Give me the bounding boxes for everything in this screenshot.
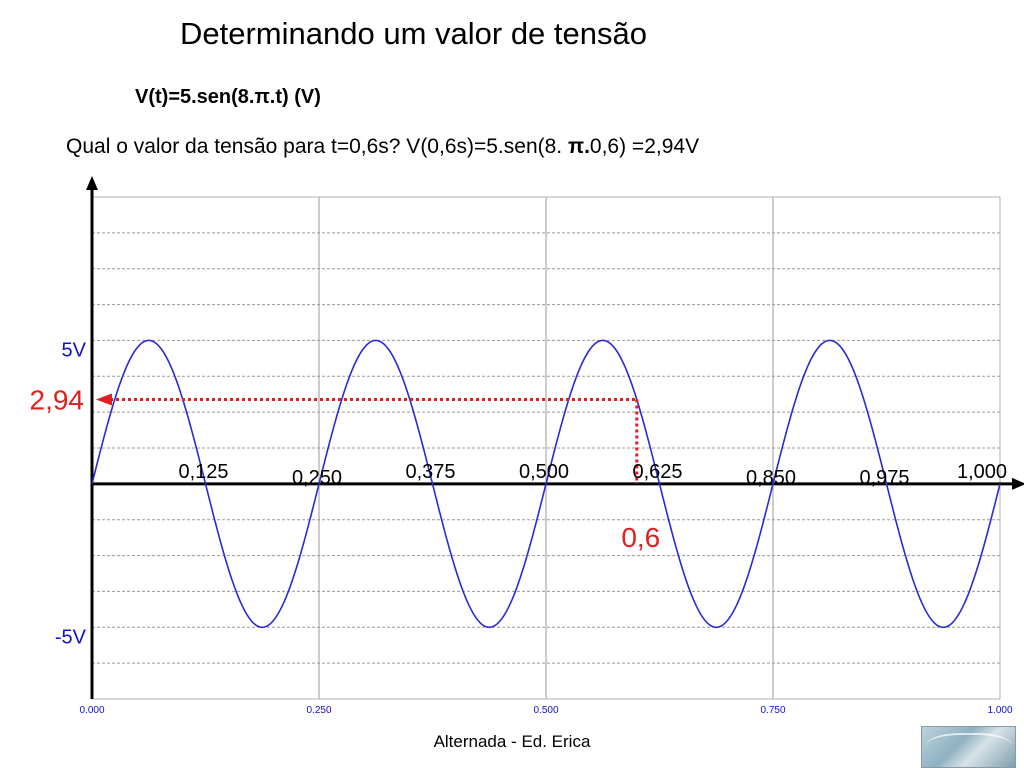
slide-title: Determinando um valor de tensão <box>180 16 647 51</box>
marker-time-label: 0,6 <box>621 522 660 553</box>
time-annotation: 0,975 <box>859 467 909 489</box>
thumbnail-wave <box>926 733 1012 765</box>
y-value-label: -5V <box>55 626 87 648</box>
time-annotation: 1,000 <box>957 461 1007 483</box>
voltage-formula: V(t)=5.sen(8.π.t) (V) <box>135 86 321 108</box>
x-axis-arrow <box>1012 477 1024 490</box>
time-annotation: 0,500 <box>519 461 569 483</box>
bottom-tick-label: 0.500 <box>533 705 558 716</box>
label-layer: 0.000 0.250 0.500 0.750 1.000 0,125 0,250 0,375… <box>30 339 1013 716</box>
marker-arrow <box>96 393 112 406</box>
bottom-tick-label: 0.000 <box>79 705 104 716</box>
bottom-tick-label: 0.750 <box>760 705 785 716</box>
sine-wave-line <box>91 339 1001 629</box>
axes <box>86 176 1024 699</box>
footer-credit: Alternada - Ed. Erica <box>0 732 1024 752</box>
time-annotation: 0,125 <box>178 461 228 483</box>
thumbnail-image <box>921 726 1016 768</box>
time-annotation: 0,625 <box>632 461 682 483</box>
wave-layer <box>91 339 1001 629</box>
question-text: Qual o valor da tensão para t=0,6s? V(0,… <box>66 135 699 159</box>
time-annotation: 0,250 <box>292 467 342 489</box>
y-value-label: 5V <box>62 339 87 361</box>
question-part1: Qual o valor da tensão para t=0,6s? V(0,… <box>66 135 568 158</box>
time-annotation: 0,375 <box>405 461 455 483</box>
grid-lines <box>91 196 1001 700</box>
time-annotation: 0,850 <box>746 467 796 489</box>
pi-symbol: π. <box>567 135 590 158</box>
bottom-tick-label: 0.250 <box>306 705 331 716</box>
y-axis-arrow <box>86 176 98 190</box>
question-part2: 0,6) =2,94V <box>589 135 700 158</box>
marker-layer <box>96 393 639 484</box>
bottom-tick-label: 1.000 <box>987 705 1012 716</box>
footer-text: Alternada - Ed. Erica <box>433 732 591 751</box>
marker-voltage-label: 2,94 <box>30 385 85 416</box>
